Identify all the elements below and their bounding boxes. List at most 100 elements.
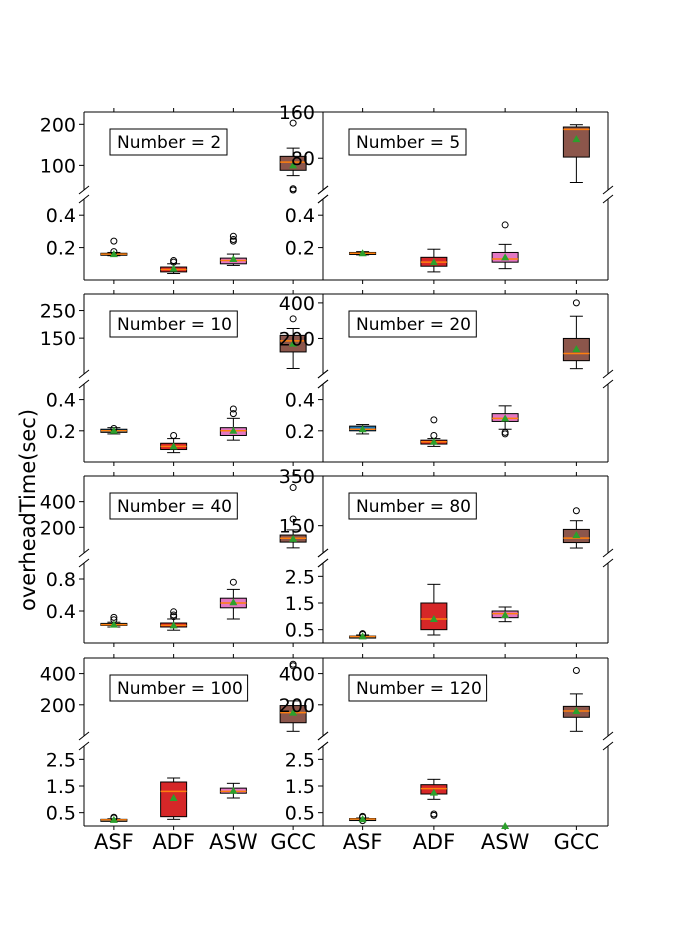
mean-marker (501, 253, 510, 261)
annotation-box (348, 492, 477, 520)
box-gcc (562, 666, 590, 732)
y-tick-label: 0.2 (46, 238, 76, 260)
upper-subplot: 200 400 Number = 20 (279, 290, 609, 374)
axis-break-mark (78, 548, 90, 558)
box-asw (501, 822, 510, 829)
axis-break-mark (602, 548, 614, 558)
y-tick-label: 200 (279, 695, 315, 717)
mean-marker (229, 254, 238, 262)
flier-point (501, 430, 509, 438)
flier-point (289, 119, 297, 127)
annotation-box (109, 492, 238, 520)
mean-marker (229, 786, 238, 794)
mean-marker (169, 442, 178, 450)
panel-8: 200 400 Number = 120 0.5 1.5 2.5 ASF ADF ASW GCC (279, 654, 614, 854)
box-adf (420, 248, 448, 273)
y-tick-label: 0.4 (285, 205, 315, 227)
y-tick-label: 0.2 (46, 421, 76, 443)
mean-marker (429, 258, 438, 266)
axis-break-mark (317, 548, 329, 558)
axis-break-mark (317, 194, 329, 204)
axis-break-mark (602, 194, 614, 204)
lower-subplot: 0.5 1.5 2.5 (285, 563, 609, 647)
flier-point (289, 662, 297, 670)
flier-point (289, 484, 297, 492)
flier-point (572, 507, 580, 515)
mean-marker (289, 161, 298, 169)
box-gcc (279, 315, 307, 369)
annotation: Number = 120 (348, 674, 488, 702)
y-tick-label: 0.5 (285, 620, 315, 642)
flier-point (229, 405, 237, 413)
annotation: Number = 40 (109, 492, 238, 520)
y-tick-label: 400 (40, 492, 76, 514)
y-tick-label: 2.5 (46, 749, 76, 771)
flier-point (289, 186, 297, 194)
mean-marker (358, 249, 367, 257)
box-adf (420, 583, 448, 636)
axis-break-mark (317, 741, 329, 751)
box-asw (219, 578, 247, 620)
box-gcc (279, 660, 307, 732)
y-tick-label: 200 (40, 517, 76, 539)
x-tick-label: ASF (343, 830, 383, 854)
mean-marker (229, 598, 238, 606)
y-tick-label: 2.5 (285, 566, 315, 588)
x-tick-label: ADF (152, 830, 195, 854)
axis-break-mark (78, 194, 90, 204)
annotation-box (109, 674, 249, 702)
y-tick-label: 0.5 (285, 803, 315, 825)
mean-marker (501, 822, 510, 829)
lower-subplot: 0.2 0.4 (46, 199, 324, 284)
annotation: Number = 5 (348, 128, 467, 156)
y-tick-label: 400 (279, 664, 315, 686)
box-gcc (279, 119, 307, 194)
upper-subplot: 200 400 Number = 120 (279, 654, 609, 736)
mean-marker (572, 707, 581, 715)
axis-break-mark (78, 369, 90, 379)
annotation-box (109, 310, 238, 338)
mean-marker (109, 620, 118, 628)
axis-break-mark (602, 741, 614, 751)
annotation-text: Number = 2 (117, 133, 221, 153)
panel-2: 80 160 Number = 5 0.2 0.4 (279, 102, 614, 284)
upper-subplot: 150 350 Number = 80 (279, 466, 609, 553)
annotation-text: Number = 10 (117, 315, 232, 335)
mean-marker (169, 794, 178, 801)
y-tick-label: 1.5 (285, 776, 315, 798)
box-gcc (562, 124, 590, 183)
axis-break-mark (317, 369, 329, 379)
box-adf (420, 416, 448, 447)
box-asw (491, 405, 519, 438)
lower-subplot: 0.5 1.5 2.5 (285, 746, 609, 830)
mean-marker (358, 425, 367, 433)
lower-subplot: 0.20.4 (285, 384, 609, 466)
annotation-text: Number = 5 (356, 133, 460, 153)
panel-1: 100 200 Number = 2 0.2 0.4 (40, 108, 329, 284)
flier-point (572, 666, 580, 674)
box-gcc (279, 484, 307, 549)
y-tick-label: 350 (279, 466, 315, 488)
box-asf (100, 613, 128, 628)
y-tick-label: 1.5 (46, 776, 76, 798)
annotation-box (348, 128, 467, 156)
box-adf (420, 778, 448, 819)
y-tick-label: 150 (40, 328, 76, 350)
y-tick-label: 0.8 (46, 569, 76, 591)
flier-point (229, 232, 237, 240)
axis-break-mark (78, 185, 90, 195)
flier-point (289, 315, 297, 323)
annotation-text: Number = 40 (117, 497, 232, 517)
mean-marker (109, 250, 118, 258)
box-asw (219, 405, 247, 441)
flier-point (110, 613, 118, 621)
box-adf (160, 777, 188, 820)
panel-3: 150 250 Number = 10 0.2 0.4 (40, 290, 329, 466)
lower-subplot: 0.40.8 (46, 563, 324, 647)
y-tick-label: 0.5 (46, 803, 76, 825)
annotation-box (348, 674, 488, 702)
mean-marker (289, 708, 298, 716)
flier-point (229, 578, 237, 586)
